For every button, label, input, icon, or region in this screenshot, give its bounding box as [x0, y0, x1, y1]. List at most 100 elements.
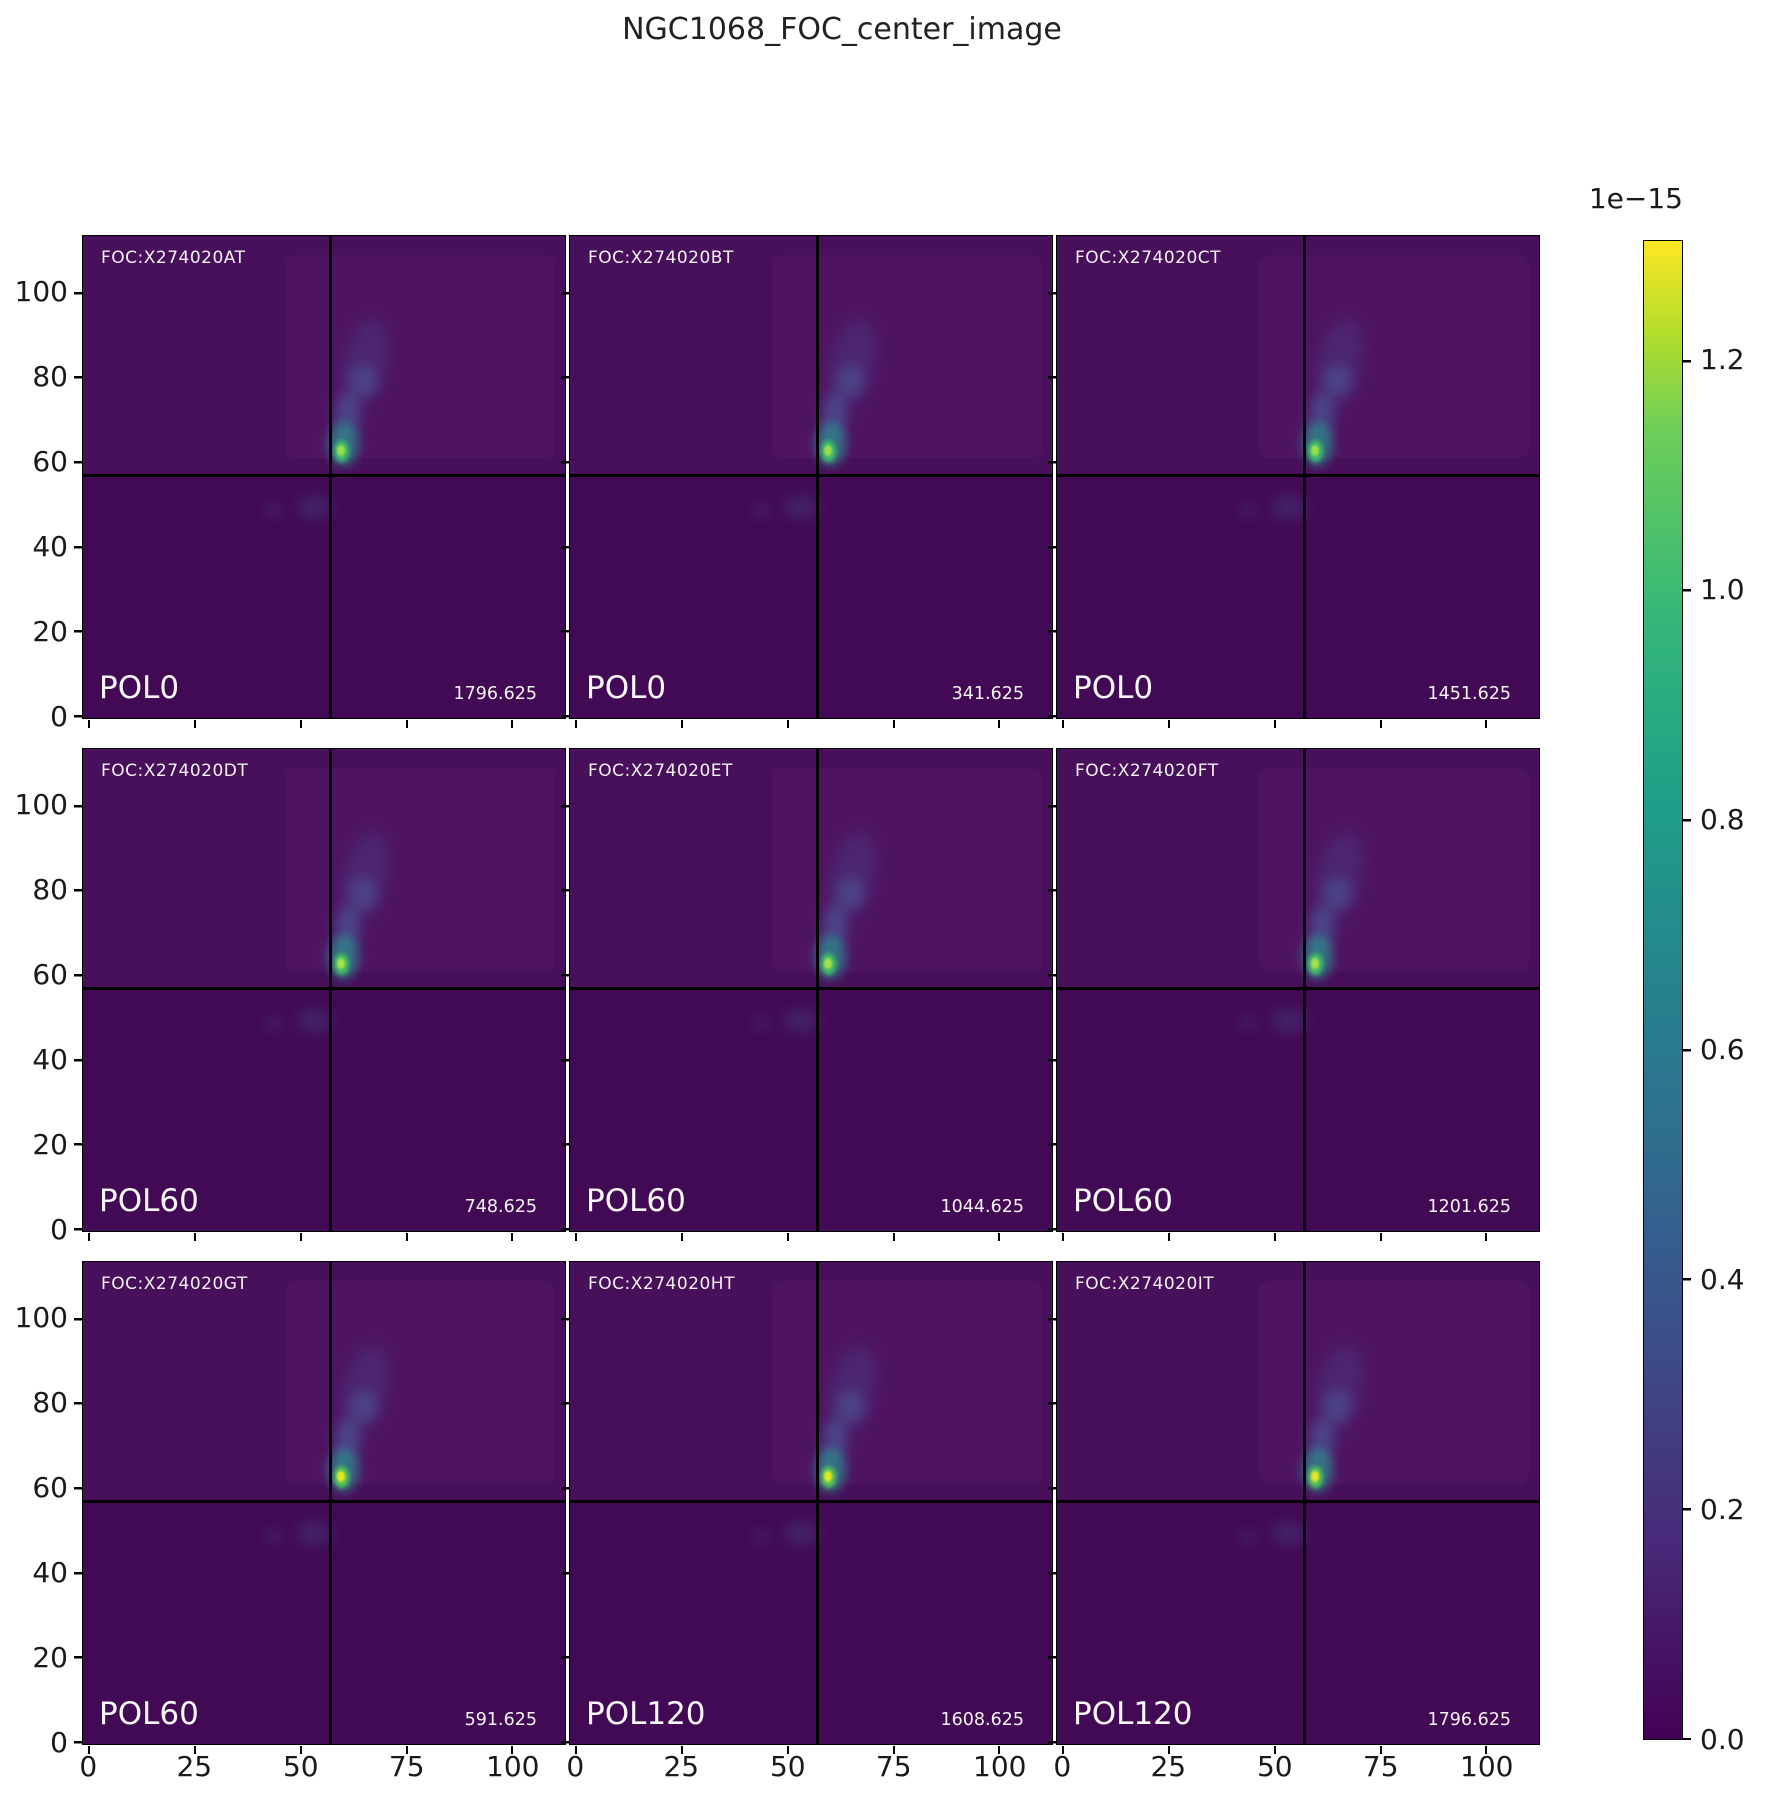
panel-image: FOC:X274020AT POL0 1796.625	[83, 236, 565, 718]
crosshair-vertical-line	[816, 749, 819, 1231]
panel-image: FOC:X274020HT POL120 1608.625	[570, 1262, 1052, 1744]
y-tick-marks	[1047, 234, 1056, 720]
x-tick-label: 100	[1460, 1750, 1514, 1783]
crosshair-vertical-line	[816, 1262, 819, 1744]
secondary-blob	[1271, 1521, 1307, 1547]
faint-nebulosity-patch	[285, 768, 556, 971]
x-tick-marks	[1055, 719, 1541, 728]
y-tick-label: 80	[32, 873, 68, 907]
crosshair-horizontal-line	[1057, 986, 1539, 990]
panel-image: FOC:X274020IT POL120 1796.625	[1057, 1262, 1539, 1744]
x-tick-label: 75	[1362, 1750, 1399, 1783]
y-tick-label: 60	[32, 445, 68, 479]
y-tick-label: 100	[14, 275, 68, 309]
secondary-blob	[784, 1521, 820, 1547]
upper-quadrant-tint	[570, 749, 1052, 989]
polarizer-label: POL120	[586, 1696, 706, 1732]
y-tick-label: 20	[32, 614, 68, 648]
panel-image: FOC:X274020FT POL60 1201.625	[1057, 749, 1539, 1231]
faint-nebulosity-patch	[1259, 255, 1530, 458]
y-tick-label: 0	[50, 1212, 68, 1246]
x-tick-marks	[1055, 1745, 1541, 1754]
polarizer-label: POL60	[1073, 1183, 1173, 1219]
x-tick-marks	[81, 1232, 567, 1241]
image-panel-7: FOC:X274020GT POL60 591.625	[73, 1260, 567, 1754]
y-tick-marks	[1047, 1260, 1056, 1746]
peak-pixel	[336, 1470, 345, 1483]
x-tick-label: 0	[1053, 1750, 1072, 1783]
y-tick-label: 100	[14, 1301, 68, 1335]
x-tick-marks	[568, 719, 1054, 728]
x-tick-label: 50	[282, 1750, 319, 1783]
faint-blob	[750, 502, 773, 520]
upper-quadrant-tint	[83, 749, 565, 989]
y-tick-marks	[560, 747, 569, 1233]
nebula-knot	[1323, 876, 1352, 911]
colorbar-tick-marks	[1683, 240, 1691, 1740]
exposure-value-label: 1451.625	[1427, 684, 1511, 704]
exposure-value-label: 1796.625	[453, 684, 537, 704]
y-axis-labels-row3: 100 80 60 40 20 0	[0, 1261, 72, 1757]
foc-id-label: FOC:X274020GT	[101, 1274, 248, 1294]
x-tick-label: 100	[486, 1750, 540, 1783]
y-tick-marks	[560, 1260, 569, 1746]
foc-id-label: FOC:X274020HT	[588, 1274, 735, 1294]
peak-pixel	[1310, 444, 1319, 457]
faint-nebulosity-patch	[285, 1281, 556, 1484]
x-tick-marks	[568, 1232, 1054, 1241]
image-panel-4: FOC:X274020DT POL60 748.625	[73, 747, 567, 1241]
secondary-blob	[784, 1008, 820, 1034]
crosshair-vertical-line	[1303, 1262, 1306, 1744]
y-axis-labels-row1: 100 80 60 40 20 0	[0, 235, 72, 731]
faint-blob	[263, 1015, 286, 1033]
peak-pixel	[336, 957, 345, 970]
polarizer-label: POL60	[99, 1696, 199, 1732]
faint-blob	[1237, 1528, 1260, 1546]
foc-id-label: FOC:X274020DT	[101, 761, 249, 781]
polarizer-label: POL0	[1073, 670, 1154, 706]
y-tick-marks	[73, 747, 82, 1233]
faint-blob	[750, 1528, 773, 1546]
secondary-blob	[297, 1521, 333, 1547]
x-tick-marks	[568, 1745, 1054, 1754]
crosshair-vertical-line	[816, 236, 819, 718]
faint-blob	[263, 502, 286, 520]
x-tick-label: 75	[875, 1750, 912, 1783]
upper-quadrant-tint	[1057, 1262, 1539, 1502]
exposure-value-label: 1201.625	[1427, 1197, 1511, 1217]
faint-nebulosity-patch	[285, 255, 556, 458]
polarizer-label: POL120	[1073, 1696, 1193, 1732]
foc-id-label: FOC:X274020FT	[1075, 761, 1219, 781]
x-tick-label: 0	[566, 1750, 585, 1783]
crosshair-horizontal-line	[570, 986, 1052, 990]
panel-image: FOC:X274020GT POL60 591.625	[83, 1262, 565, 1744]
panel-image: FOC:X274020CT POL0 1451.625	[1057, 236, 1539, 718]
secondary-blob	[784, 495, 820, 521]
subplot-grid: FOC:X274020AT POL0 1796.625 FOC:X274020B…	[73, 234, 1541, 1754]
faint-blob	[263, 1528, 286, 1546]
crosshair-horizontal-line	[83, 986, 565, 990]
image-panel-3: FOC:X274020CT POL0 1451.625	[1047, 234, 1541, 728]
y-tick-marks	[73, 234, 82, 720]
crosshair-vertical-line	[329, 1262, 332, 1744]
crosshair-horizontal-line	[570, 1499, 1052, 1503]
colorbar-tick-label: 0.6	[1700, 1033, 1745, 1066]
crosshair-horizontal-line	[83, 473, 565, 477]
y-tick-marks	[560, 234, 569, 720]
faint-nebulosity-patch	[1259, 768, 1530, 971]
polarizer-label: POL0	[99, 670, 180, 706]
crosshair-vertical-line	[329, 749, 332, 1231]
y-axis-labels-row2: 100 80 60 40 20 0	[0, 748, 72, 1244]
y-tick-marks	[1047, 747, 1056, 1233]
x-tick-marks	[81, 1745, 567, 1754]
exposure-value-label: 1044.625	[940, 1197, 1024, 1217]
y-tick-label: 0	[50, 699, 68, 733]
exposure-value-label: 591.625	[464, 1710, 537, 1730]
colorbar-tick-label: 0.4	[1700, 1262, 1745, 1296]
exposure-value-label: 1608.625	[940, 1710, 1024, 1730]
exposure-value-label: 748.625	[464, 1197, 537, 1217]
nebula-knot	[1323, 1389, 1352, 1424]
secondary-blob	[1271, 1008, 1307, 1034]
crosshair-horizontal-line	[83, 1499, 565, 1503]
x-tick-marks	[1055, 1232, 1541, 1241]
